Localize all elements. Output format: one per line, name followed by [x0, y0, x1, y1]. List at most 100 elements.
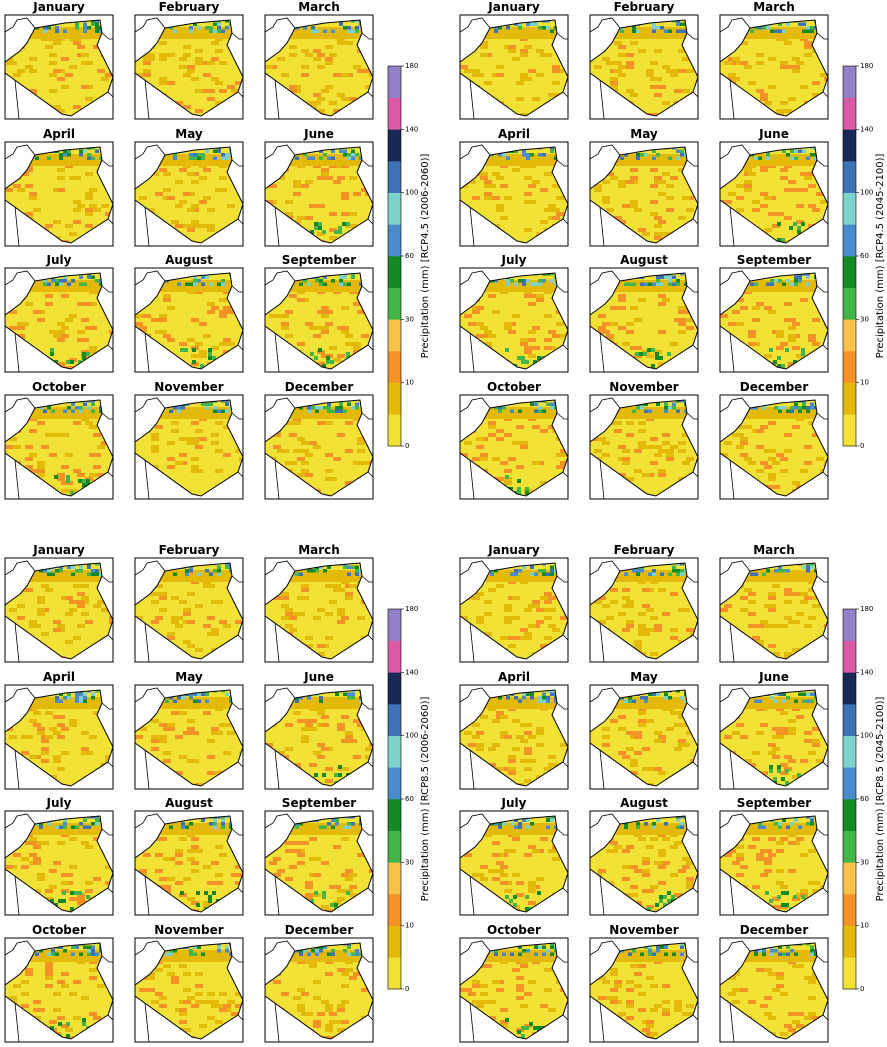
map-cell: [57, 322, 65, 326]
map-cell: [57, 980, 65, 984]
map-cell: [187, 620, 195, 624]
map-cell: [343, 283, 347, 287]
map-cell: [740, 608, 748, 612]
map-cell: [780, 101, 788, 105]
map-cell: [678, 743, 686, 747]
map-cell: [201, 157, 205, 161]
map-cell: [65, 1028, 73, 1032]
map-cell: [159, 168, 167, 172]
map-cell: [195, 89, 203, 93]
map-cell: [41, 584, 49, 588]
map-cell: [45, 45, 53, 49]
map-cell: [327, 157, 331, 161]
map-cell: [512, 616, 520, 620]
map-title: October: [32, 923, 86, 937]
map-cell: [45, 976, 53, 980]
map-cell: [766, 153, 770, 157]
map-cell: [496, 584, 504, 588]
map-cell: [508, 759, 516, 763]
map-cell: [289, 865, 297, 869]
map-cell: [297, 457, 305, 461]
map-cell: [792, 322, 800, 326]
map-cell: [215, 1020, 223, 1024]
colorbar-tick-label: 180: [860, 62, 873, 70]
map-cell: [301, 727, 309, 731]
map-cell: [301, 461, 309, 465]
map-cell: [343, 693, 347, 697]
map-cell: [61, 57, 69, 61]
map-cell: [289, 616, 297, 620]
map-cell: [5, 865, 13, 869]
map-cell: [37, 469, 45, 473]
map-cell: [281, 314, 289, 318]
map-cell: [79, 406, 83, 410]
map-cell: [802, 406, 806, 410]
map-cell: [71, 403, 75, 407]
map-cell: [227, 204, 235, 208]
map-cell: [159, 723, 167, 727]
map-cell: [480, 326, 488, 330]
map-cell: [536, 294, 544, 298]
map-cell: [59, 700, 63, 704]
map-cell: [492, 719, 500, 723]
map-cell: [334, 903, 338, 907]
map-cell: [159, 996, 167, 1000]
map-cell: [670, 342, 678, 346]
map-cell: [87, 406, 91, 410]
map-cell: [55, 700, 59, 704]
map-cell: [192, 360, 196, 364]
map-cell: [504, 604, 512, 608]
map-cell: [41, 445, 49, 449]
map-cell: [638, 421, 646, 425]
map-cell: [219, 1008, 227, 1012]
map-cell: [183, 1000, 191, 1004]
colorbar-segment: [388, 672, 401, 704]
map-cell: [85, 212, 93, 216]
map-cell: [49, 330, 57, 334]
map-cell: [85, 326, 93, 330]
map-cell: [626, 180, 634, 184]
map-cell: [163, 294, 171, 298]
map-cell: [602, 180, 610, 184]
map-cell: [810, 26, 814, 30]
map-cell: [355, 566, 359, 570]
map-cell: [333, 885, 341, 889]
map-cell: [544, 592, 552, 596]
map-cell: [804, 461, 812, 465]
map-cell: [650, 652, 658, 656]
map-cell: [614, 61, 622, 65]
map-cell: [536, 49, 544, 53]
map-cell: [464, 441, 472, 445]
map-cell: [654, 93, 662, 97]
colorbar-tick-label: 100: [405, 732, 418, 740]
map-cell: [626, 330, 634, 334]
colorbar-tick-label: 60: [405, 252, 414, 260]
map-cell: [804, 624, 812, 628]
map-cell: [678, 449, 686, 453]
map-cell: [659, 356, 663, 360]
map-cell: [610, 322, 618, 326]
map-cell: [82, 1022, 86, 1026]
map-cell: [193, 157, 197, 161]
map-cell: [532, 425, 540, 429]
map-cell: [654, 739, 662, 743]
map-cell: [181, 696, 185, 700]
map-cell: [339, 403, 343, 407]
map-cell: [181, 822, 185, 826]
map-cell: [345, 968, 353, 972]
map-cell: [301, 49, 309, 53]
map-cell: [598, 314, 606, 318]
map-cell: [622, 628, 630, 632]
map-cell: [801, 348, 805, 352]
map-cell: [347, 693, 351, 697]
map-cell: [63, 696, 67, 700]
map-cell: [85, 196, 93, 200]
map-cell: [542, 700, 546, 704]
map-cell: [217, 569, 221, 573]
map-cell: [101, 204, 109, 208]
map-cell: [357, 616, 365, 620]
map-cell: [55, 953, 59, 957]
map-cell: [329, 600, 337, 604]
map-cell: [295, 573, 299, 577]
map-cell: [79, 822, 83, 826]
